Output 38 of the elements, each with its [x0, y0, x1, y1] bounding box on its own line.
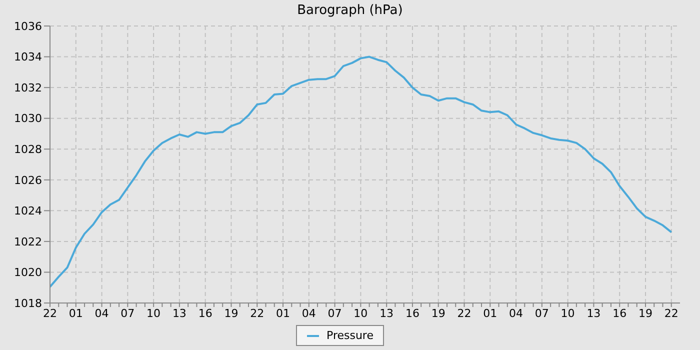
x-tick-label: 16 — [405, 306, 420, 320]
y-tick-label: 1026 — [14, 174, 42, 187]
x-tick-label: 19 — [224, 306, 238, 320]
x-tick-label: 01 — [68, 306, 83, 320]
y-tick-label: 1028 — [14, 143, 42, 156]
x-tick-label: 16 — [198, 306, 212, 320]
x-tick-label: 13 — [380, 306, 394, 320]
x-tick-label: 19 — [638, 306, 652, 320]
x-tick-label: 10 — [146, 306, 161, 320]
x-tick-label: 13 — [172, 306, 186, 320]
x-tick-label: 13 — [586, 306, 601, 320]
x-tick-label: 22 — [43, 306, 57, 320]
x-tick-label: 01 — [483, 306, 498, 320]
y-tick-label: 1018 — [14, 296, 42, 310]
x-tick-label: 16 — [612, 306, 627, 320]
x-tick-label: 22 — [457, 306, 472, 320]
x-tick-label: 19 — [431, 306, 446, 320]
y-tick-label: 1036 — [14, 20, 42, 33]
y-tick-label: 1024 — [14, 204, 42, 218]
legend-label: Pressure — [326, 329, 374, 342]
x-tick-label: 07 — [328, 306, 342, 320]
line-series — [50, 56, 672, 288]
y-tick-label: 1032 — [14, 81, 42, 94]
x-tick-label: 07 — [534, 306, 549, 320]
x-tick-label: 22 — [250, 306, 264, 320]
y-tick-label: 1020 — [14, 266, 42, 280]
y-tick-label: 1034 — [14, 50, 42, 64]
x-tick-label: 10 — [354, 306, 368, 320]
x-tick-label: 07 — [120, 306, 135, 320]
x-tick-label: 22 — [664, 306, 678, 320]
x-tick-label: 01 — [276, 306, 290, 320]
x-tick-label: 10 — [560, 306, 575, 320]
x-tick-label: 04 — [509, 306, 524, 320]
y-tick-label: 1022 — [14, 235, 42, 248]
x-tick-label: 04 — [302, 306, 316, 320]
x-tick-label: 04 — [94, 306, 109, 320]
y-tick-label: 1030 — [14, 112, 42, 126]
chart-title: Barograph (hPa) — [296, 3, 404, 18]
